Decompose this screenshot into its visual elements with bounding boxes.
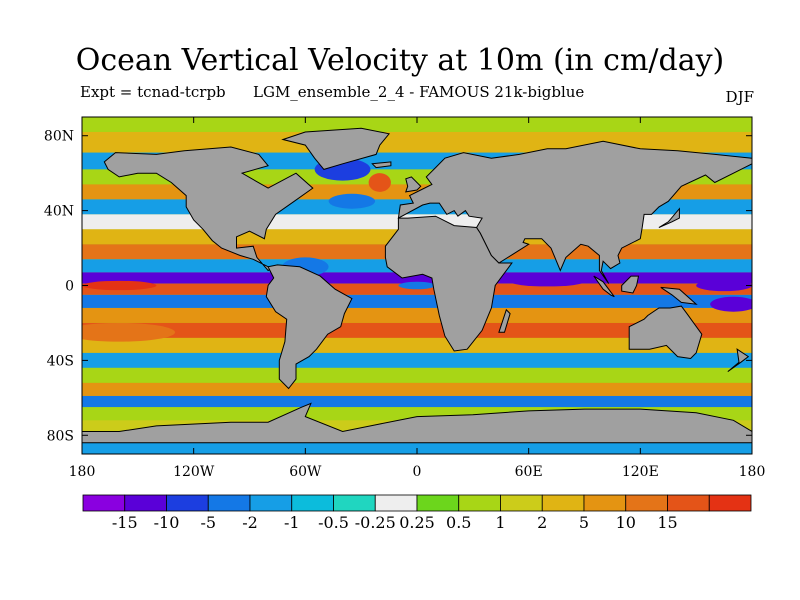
land-mass (281, 127, 391, 170)
ocean-anomaly (696, 279, 752, 292)
colorbar-swatch (374, 494, 418, 512)
land-mass (660, 286, 698, 305)
colorbar-swatch (625, 494, 668, 512)
colorbar-label: 1 (495, 513, 505, 532)
land-mass (658, 207, 680, 228)
colorbar-swatch (124, 494, 167, 512)
colorbar-swatch (541, 494, 585, 512)
ocean-anomaly (710, 296, 752, 312)
colorbar-label: -10 (154, 513, 180, 532)
ocean-anomaly (82, 322, 176, 342)
colorbar-swatch (249, 494, 293, 512)
ocean-anomaly (368, 173, 391, 192)
ocean-band (82, 272, 752, 284)
colorbar-label: 0.25 (399, 513, 435, 532)
lon-tick-label: 180 (69, 464, 96, 480)
colorbar-label: -15 (112, 513, 138, 532)
run-label: LGM_ensemble_2_4 - FAMOUS 21k-bigblue (253, 83, 585, 101)
land-mass (82, 402, 752, 444)
lon-tick-label: 120E (622, 464, 659, 480)
colorbar-swatch (333, 494, 376, 512)
colorbar-label: -0.25 (355, 513, 396, 532)
colorbar-label: -0.5 (318, 513, 349, 532)
lat-tick-label: 40S (47, 353, 74, 369)
land-mass (371, 161, 392, 169)
lon-tick-label: 180 (739, 464, 766, 480)
colorbar-swatch (416, 494, 460, 512)
ocean-anomaly (510, 277, 585, 287)
colorbar-swatch (458, 494, 501, 512)
ocean-anomaly (328, 193, 376, 209)
season-label: DJF (725, 88, 754, 106)
land-mass (265, 264, 353, 390)
map-title: Ocean Vertical Velocity at 10m (in cm/da… (75, 43, 725, 78)
colorbar-swatch (500, 494, 543, 512)
ocean-band (82, 283, 752, 295)
colorbar-label: -1 (284, 513, 300, 532)
land-mass (397, 140, 752, 284)
colorbar-swatch (291, 494, 334, 512)
land-mass (727, 348, 750, 373)
ocean-band (82, 307, 752, 323)
colorbar-label: 2 (537, 513, 547, 532)
land-masses (82, 127, 752, 444)
colorbar-label: 10 (616, 513, 636, 532)
colorbar-swatch (166, 494, 209, 512)
land-mass (628, 305, 703, 360)
colorbar-label: -2 (242, 513, 258, 532)
ocean-band (82, 117, 752, 132)
lon-tick-label: 120W (173, 464, 215, 480)
ocean-band (82, 322, 752, 338)
lat-tick-label: 0 (65, 279, 74, 295)
land-mass (498, 308, 511, 333)
land-mass (621, 275, 640, 294)
colorbar: -15 -10 -5 -2 -1 -0.5 -0.25 0.25 0.5 1 2 5 10 15 (82, 494, 752, 532)
colorbar-label: 0.5 (446, 513, 471, 532)
colorbar-swatch (82, 494, 126, 512)
lon-tick-label: 60W (289, 464, 322, 480)
colorbar-label: -5 (200, 513, 216, 532)
ocean-band (82, 367, 752, 383)
colorbar-swatch (708, 494, 752, 512)
ocean-band (82, 395, 752, 408)
colorbar-swatch (583, 494, 627, 512)
ocean-band (82, 294, 752, 308)
experiment-label: Expt = tcnad-tcrpb (80, 83, 226, 101)
ocean-band (82, 352, 752, 368)
land-mass (593, 275, 615, 298)
ocean-band (82, 337, 752, 353)
ocean-anomaly (398, 281, 436, 290)
lon-tick-label: 60E (515, 464, 543, 480)
colorbar-label: 5 (579, 513, 589, 532)
ocean-band (82, 382, 752, 396)
ocean-anomaly (82, 280, 157, 291)
colorbar-label: 15 (657, 513, 677, 532)
colorbar-swatch (207, 494, 251, 512)
lat-tick-label: 80N (44, 129, 74, 145)
lon-tick-label: 0 (413, 464, 422, 480)
lat-tick-label: 40N (44, 204, 74, 220)
lat-tick-label: 80S (47, 428, 74, 444)
axis-ticks: 80N 40N 0 40S 80S 180 120W 60W 0 60E 120E 180 (44, 117, 765, 480)
land-mass (103, 146, 314, 272)
land-mass (405, 176, 422, 193)
colorbar-swatch (667, 494, 710, 512)
